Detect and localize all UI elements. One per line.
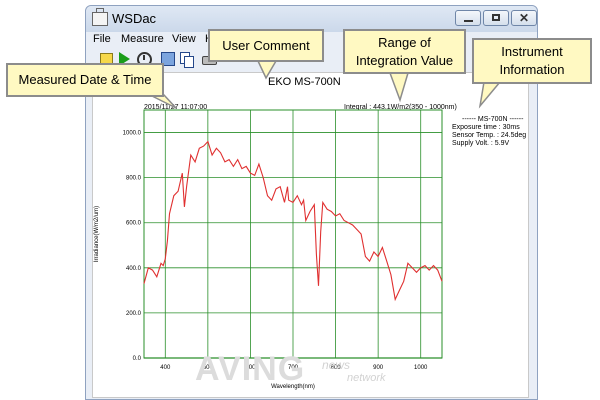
callout-user-comment: User Comment <box>208 29 324 62</box>
window-title: WSDac <box>112 11 157 26</box>
callout-instrument-info: Instrument Information <box>472 38 592 84</box>
x-tick-label: 900 <box>373 365 384 371</box>
callout-range-line1: Range of <box>378 35 431 50</box>
maximize-button[interactable] <box>483 10 509 26</box>
y-tick-label: 600.0 <box>126 221 142 227</box>
minimize-icon <box>464 20 473 22</box>
callout-inst-line1: Instrument <box>501 44 563 59</box>
close-icon: ✕ <box>519 11 530 25</box>
save-button[interactable] <box>160 51 176 67</box>
y-axis-label: Irradiance(W/m2/um) <box>94 206 100 262</box>
minimize-button[interactable] <box>455 10 481 26</box>
chart-heading: EKO MS-700N <box>268 76 341 88</box>
info-temp: Sensor Temp. : 24.5deg <box>452 132 527 139</box>
callout-inst-pointer <box>478 81 502 109</box>
callout-inst-line2: Information <box>499 62 565 77</box>
info-volt: Supply Volt. : 5.9V <box>452 140 510 147</box>
chart-panel <box>92 72 529 398</box>
menu-measure[interactable]: Measure <box>121 33 164 45</box>
x-tick-label: 800 <box>331 365 342 371</box>
watermark-logo: AVING <box>195 350 306 388</box>
x-tick-label: 600 <box>245 365 256 371</box>
close-button[interactable]: ✕ <box>511 10 537 26</box>
run-button[interactable] <box>116 51 132 67</box>
maximize-icon <box>492 14 500 21</box>
info-exposure: Exposure time : 30ms <box>452 124 520 131</box>
x-tick-label: 500 <box>203 365 214 371</box>
x-tick-label: 1000 <box>414 365 428 371</box>
y-tick-label: 200.0 <box>126 311 142 317</box>
x-tick-label: 700 <box>288 365 299 371</box>
callout-integration-range: Range of Integration Value <box>343 29 466 74</box>
integral-value: Integral : 443.1W/m2(350 - 1000nm) <box>344 104 457 111</box>
callout-comment-pointer <box>256 60 278 80</box>
app-icon <box>92 8 108 26</box>
save-icon <box>161 52 175 66</box>
y-tick-label: 1000.0 <box>123 131 142 137</box>
info-title: ------ MS-700N ------ <box>462 116 524 123</box>
run-icon <box>119 52 130 66</box>
callout-measured-date: Measured Date & Time <box>6 63 164 97</box>
menu-file[interactable]: File <box>93 33 111 45</box>
callout-comment-text: User Comment <box>222 38 310 53</box>
callout-range-pointer <box>388 72 410 103</box>
callout-date-text: Measured Date & Time <box>18 72 152 87</box>
x-axis-label: Wavelength(nm) <box>271 384 315 390</box>
y-tick-label: 800.0 <box>126 176 142 182</box>
spectrum-series-line <box>143 140 443 302</box>
watermark-news: news <box>322 358 351 372</box>
x-tick-label: 400 <box>160 365 171 371</box>
menu-bar: File Measure View H <box>86 32 537 48</box>
watermark-network: network <box>347 372 386 384</box>
y-tick-label: 400.0 <box>126 266 142 272</box>
title-bar[interactable]: WSDac ✕ <box>86 6 537 32</box>
copy-button[interactable] <box>179 51 195 68</box>
y-tick-label: 0.0 <box>133 356 142 362</box>
menu-view[interactable]: View <box>172 33 196 45</box>
callout-range-line2: Integration Value <box>355 53 454 68</box>
